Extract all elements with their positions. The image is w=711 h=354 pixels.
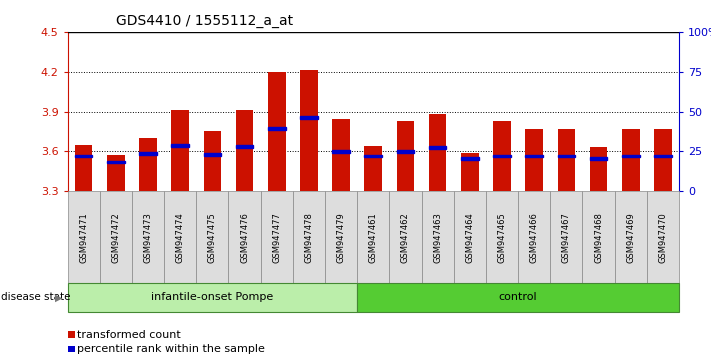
Text: disease state: disease state <box>1 292 71 302</box>
Text: transformed count: transformed count <box>77 330 181 339</box>
Bar <box>589 157 607 160</box>
Text: GSM947479: GSM947479 <box>336 212 346 263</box>
Text: GSM947469: GSM947469 <box>626 212 635 263</box>
Text: percentile rank within the sample: percentile rank within the sample <box>77 344 264 354</box>
Bar <box>203 131 221 191</box>
Bar <box>461 153 479 191</box>
Bar <box>622 129 640 191</box>
Bar <box>365 146 382 191</box>
Bar <box>461 157 479 160</box>
Bar <box>171 110 189 191</box>
Bar <box>429 146 447 149</box>
Text: GSM947472: GSM947472 <box>112 212 120 263</box>
Text: GSM947467: GSM947467 <box>562 212 571 263</box>
Bar <box>493 155 510 158</box>
Bar <box>235 110 253 191</box>
Text: GSM947478: GSM947478 <box>304 212 314 263</box>
Text: GSM947463: GSM947463 <box>433 212 442 263</box>
Bar <box>171 144 189 147</box>
Text: infantile-onset Pompe: infantile-onset Pompe <box>151 292 274 302</box>
Bar <box>397 150 415 153</box>
Bar <box>139 152 157 155</box>
Bar <box>75 155 92 158</box>
Bar <box>493 121 510 191</box>
Text: GSM947464: GSM947464 <box>465 212 474 263</box>
Bar <box>300 116 318 119</box>
Text: GSM947471: GSM947471 <box>79 212 88 263</box>
Bar <box>300 70 318 191</box>
Text: GSM947461: GSM947461 <box>369 212 378 263</box>
Bar <box>107 155 124 191</box>
Bar <box>557 155 575 158</box>
Bar <box>203 153 221 156</box>
Bar <box>589 147 607 191</box>
Text: GSM947473: GSM947473 <box>144 212 152 263</box>
Text: GSM947470: GSM947470 <box>658 212 668 263</box>
Bar <box>654 129 672 191</box>
Text: GSM947474: GSM947474 <box>176 212 185 263</box>
Bar <box>365 155 382 158</box>
Bar <box>332 150 350 153</box>
Text: ▶: ▶ <box>55 292 63 302</box>
Text: GSM947476: GSM947476 <box>240 212 249 263</box>
Bar <box>654 155 672 158</box>
Bar <box>139 138 157 191</box>
Bar <box>525 155 543 158</box>
Text: control: control <box>499 292 538 302</box>
Bar <box>268 72 286 191</box>
Bar <box>332 120 350 191</box>
Bar <box>107 160 124 164</box>
Bar <box>557 129 575 191</box>
Bar <box>397 121 415 191</box>
Text: GSM947465: GSM947465 <box>498 212 506 263</box>
Bar <box>268 127 286 130</box>
Text: GSM947466: GSM947466 <box>530 212 539 263</box>
Text: GSM947468: GSM947468 <box>594 212 603 263</box>
Bar <box>622 155 640 158</box>
Text: GSM947462: GSM947462 <box>401 212 410 263</box>
Text: GSM947475: GSM947475 <box>208 212 217 263</box>
Bar <box>525 129 543 191</box>
Text: GDS4410 / 1555112_a_at: GDS4410 / 1555112_a_at <box>117 14 294 28</box>
Bar <box>429 114 447 191</box>
Text: GSM947477: GSM947477 <box>272 212 282 263</box>
Bar <box>235 145 253 148</box>
Bar <box>75 145 92 191</box>
